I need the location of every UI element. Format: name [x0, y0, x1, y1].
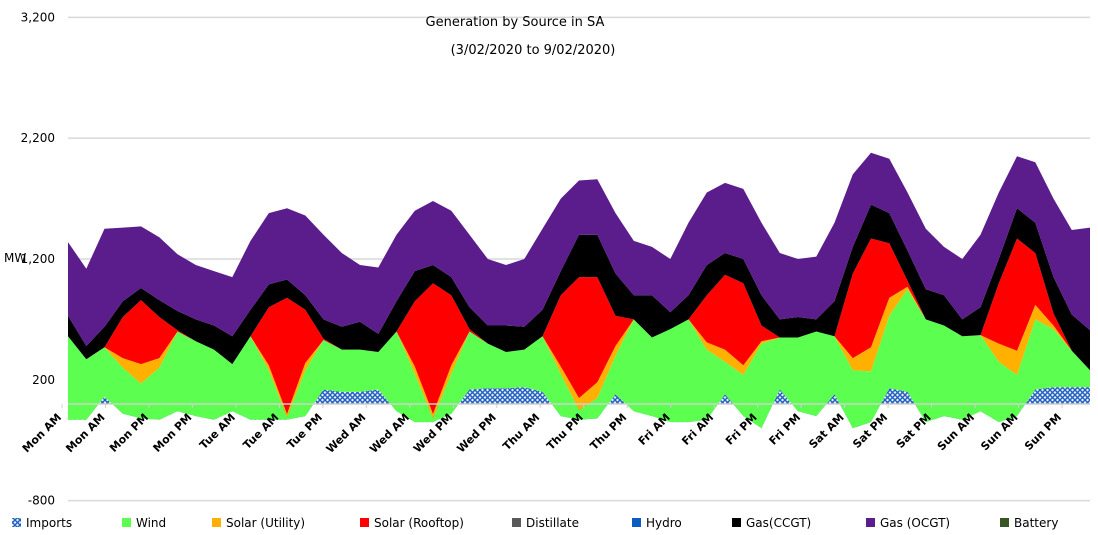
y-tick-label: 3,200 [21, 10, 55, 24]
legend-swatch [866, 518, 875, 527]
legend-item-solar-rooftop: Solar (Rooftop) [360, 516, 464, 530]
legend-swatch [360, 518, 369, 527]
legend-item-gas-ocgt: Gas (OCGT) [866, 516, 950, 530]
x-tick-label: Wed AM [324, 411, 369, 456]
y-tick-label: 1,200 [21, 252, 55, 266]
legend-item-distillate: Distillate [512, 516, 579, 530]
x-tick-label: Thu PM [544, 411, 586, 453]
legend-swatch [212, 518, 221, 527]
legend-swatch [1000, 518, 1009, 527]
x-tick-label: Fri PM [723, 411, 760, 448]
y-tick-label: 2,200 [21, 131, 55, 145]
legend-label: Distillate [526, 516, 579, 530]
legend-label: Wind [136, 516, 166, 530]
chart-subtitle: (3/02/2020 to 9/02/2020) [451, 43, 616, 58]
legend-label: Gas (OCGT) [880, 516, 950, 530]
area-wind [68, 289, 1090, 429]
area-gas-ocgt [68, 152, 1090, 346]
x-tick-label: Sun PM [1022, 411, 1064, 453]
legend-swatch [122, 518, 131, 527]
y-tick-label: 200 [32, 373, 55, 387]
x-tick-label: Mon PM [107, 411, 151, 455]
legend-label: Battery [1014, 516, 1058, 530]
legend-item-wind: Wind [122, 516, 166, 530]
legend-item-solar-utility: Solar (Utility) [212, 516, 305, 530]
legend-label: Hydro [646, 516, 682, 530]
legend-label: Gas(CCGT) [746, 516, 811, 530]
y-tick-label: -800 [28, 494, 55, 508]
x-axis-tick-labels: Mon AM Mon AM Mon PM Mon PM Tue AM Tue AM Tue … [20, 411, 1064, 456]
area-gas-ccgt [68, 204, 1090, 371]
x-tick-label: Mon AM [20, 411, 64, 455]
x-tick-label: Thu AM [500, 411, 542, 453]
x-axis [61, 403, 1090, 408]
chart-title: Generation by Source in SA [426, 15, 605, 30]
legend-item-gas-ccgt: Gas(CCGT) [732, 516, 811, 530]
x-tick-label: Sat AM [806, 411, 846, 451]
x-tick-label: Wed PM [454, 411, 498, 455]
legend-item-hydro: Hydro [632, 516, 682, 530]
legend-swatch [632, 518, 641, 527]
y-axis-label: MW [4, 251, 26, 265]
legend-label: Imports [26, 516, 72, 530]
legend-swatch [12, 518, 21, 527]
stacked-areas [68, 152, 1090, 429]
legend-item-battery: Battery [1000, 516, 1058, 530]
legend-item-imports: Imports [12, 516, 72, 530]
x-tick-label: Sat PM [894, 411, 934, 451]
area-solar-rooftop [68, 238, 1090, 414]
x-tick-label: Wed AM [367, 411, 412, 456]
y-axis-ticks: -800 200 1,200 2,200 3,200 [21, 10, 55, 507]
legend-label: Solar (Rooftop) [374, 516, 464, 530]
legend-swatch [512, 518, 521, 527]
legend-swatch [732, 518, 741, 527]
legend-label: Solar (Utility) [226, 516, 305, 530]
x-tick-label: Fri PM [767, 411, 804, 448]
legend: Imports Wind Solar (Utility) Solar (Rooftop… [12, 516, 1058, 530]
